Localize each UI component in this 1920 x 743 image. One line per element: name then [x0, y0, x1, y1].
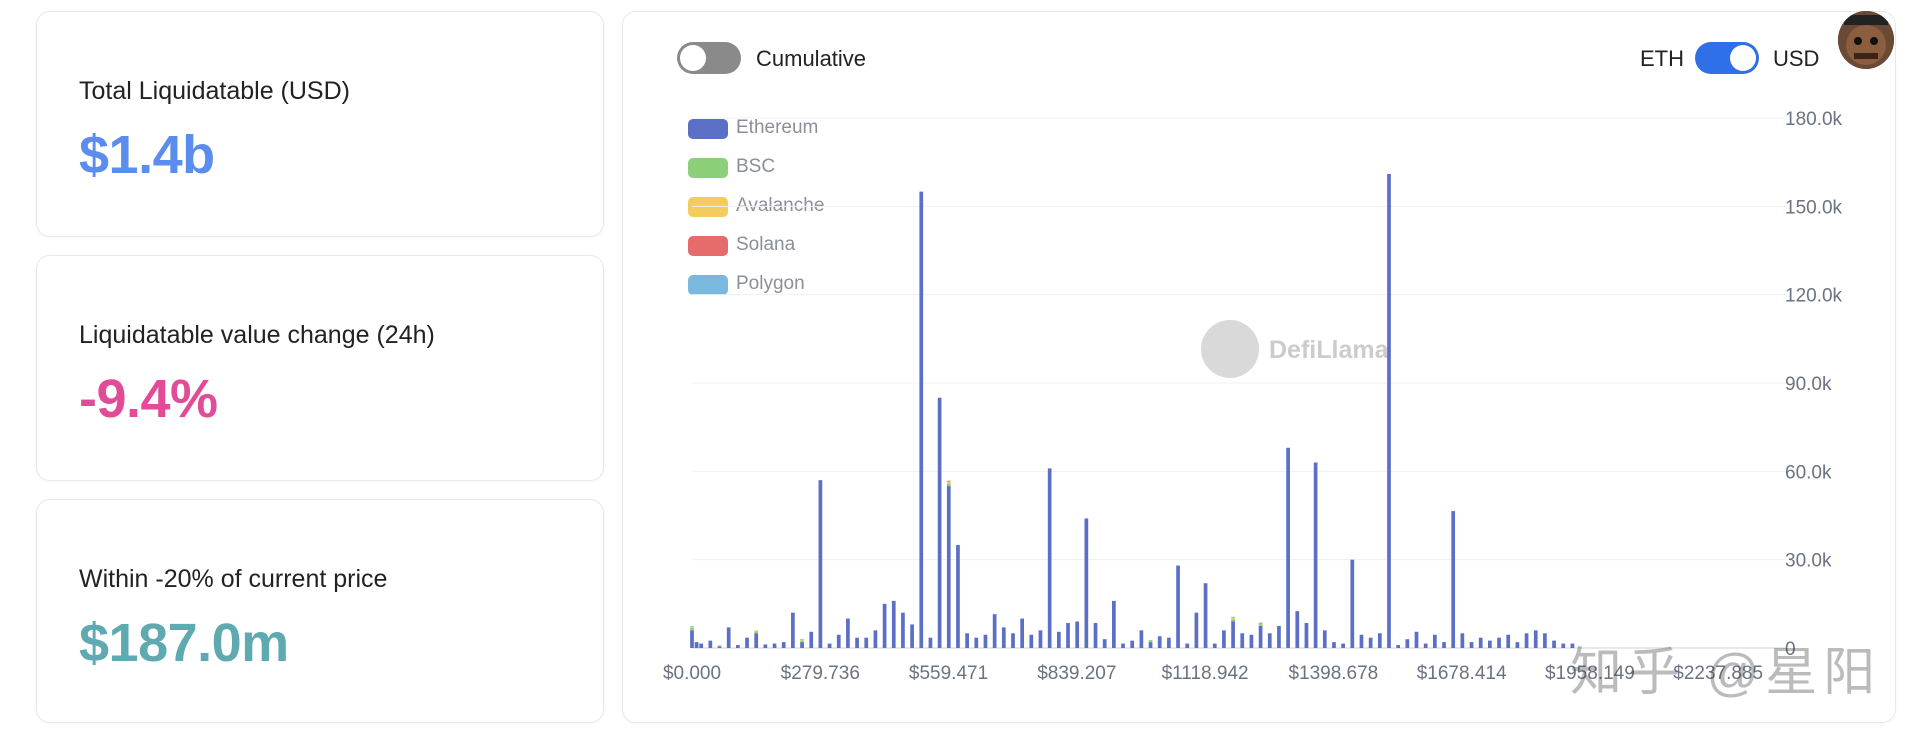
legend-label: Polygon — [736, 273, 805, 294]
toggle-knob — [1730, 45, 1756, 71]
legend-swatch — [688, 158, 728, 178]
legend-swatch — [688, 197, 728, 217]
zhihu-watermark: 知乎 @星阳 — [1570, 644, 1882, 702]
cumulative-label: Cumulative — [756, 46, 867, 71]
stat-value: $187.0m — [79, 613, 289, 673]
legend-label: Solana — [736, 234, 796, 255]
stat-label: Total Liquidatable (USD) — [79, 77, 350, 105]
legend-label: BSC — [736, 156, 776, 177]
liquidation-chart-panel: Cumulative ETH USD Ethereum BSC Avalanch… — [622, 11, 1896, 723]
cumulative-toggle[interactable] — [677, 42, 741, 74]
legend-swatch — [688, 275, 728, 295]
stat-value: -9.4% — [79, 369, 218, 429]
toggle-knob — [680, 45, 706, 71]
legend-label: Avalanche — [736, 195, 825, 216]
stat-value: $1.4b — [79, 125, 215, 185]
defillama-watermark: DefiLlama — [1201, 320, 1401, 380]
eth-usd-toggle[interactable] — [1695, 42, 1759, 74]
legend-label: Ethereum — [736, 117, 819, 138]
llama-logo-icon — [1201, 320, 1259, 378]
avatar-graphic — [1838, 11, 1894, 69]
legend-swatch — [688, 236, 728, 256]
stat-label: Within -20% of current price — [79, 565, 388, 593]
stat-label: Liquidatable value change (24h) — [79, 321, 435, 349]
pirate-avatar-icon[interactable] — [1838, 11, 1894, 69]
watermark-text: DefiLlama — [1269, 336, 1389, 364]
stat-card-total-liquidatable: Total Liquidatable (USD) $1.4b — [36, 11, 604, 237]
eth-label: ETH — [1640, 46, 1684, 71]
usd-label: USD — [1773, 46, 1820, 71]
legend-swatch — [688, 119, 728, 139]
stat-card-within-20pct: Within -20% of current price $187.0m — [36, 499, 604, 723]
stat-card-value-change: Liquidatable value change (24h) -9.4% — [36, 255, 604, 481]
